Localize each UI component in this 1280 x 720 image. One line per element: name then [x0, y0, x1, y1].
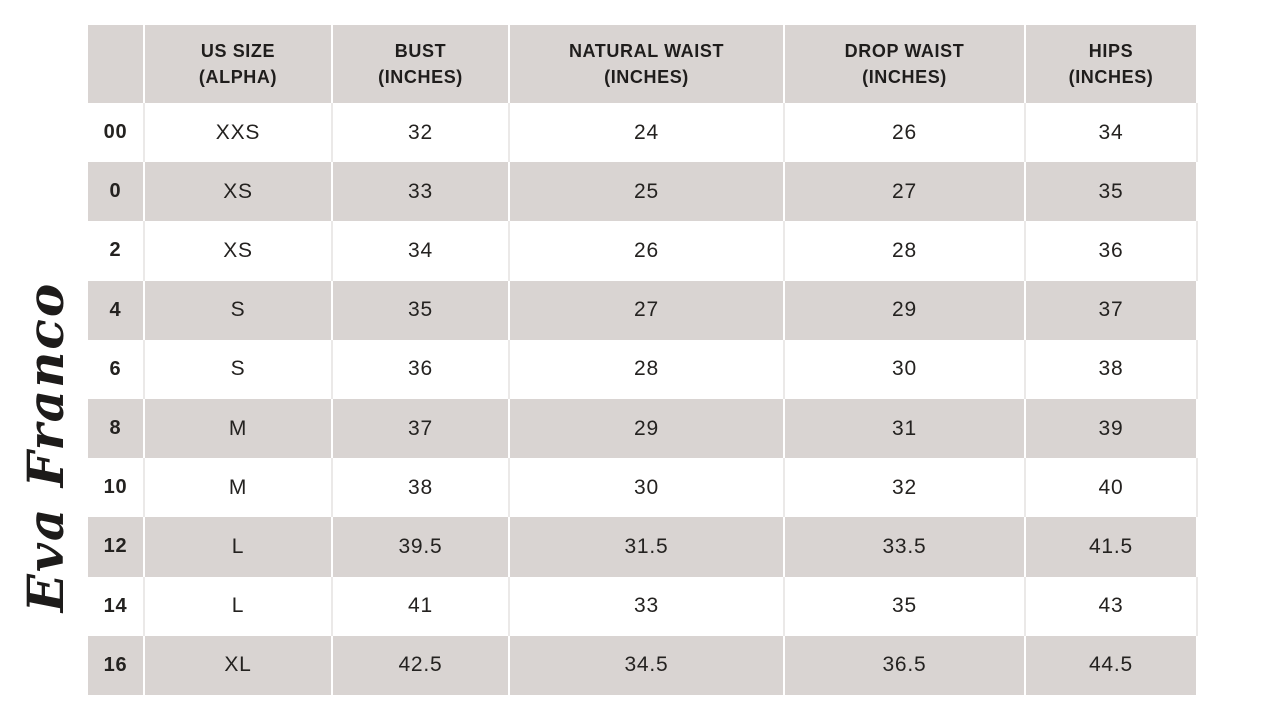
table-body: 00 XXS 32 24 26 34 0 XS 33 25 27 35 2 XS 34 26 28 36 4 S 35 2… [88, 103, 1198, 695]
table-row: 4 S 35 27 29 37 [88, 280, 1198, 340]
us-size-cell: 10 [88, 458, 145, 518]
table-row: 6 S 36 28 30 38 [88, 339, 1198, 399]
measurement-cell: 38 [1026, 339, 1198, 399]
measurement-cell: L [145, 517, 333, 577]
measurement-cell: XXS [145, 103, 333, 163]
measurement-cell: 26 [785, 103, 1026, 163]
column-header: DROP WAIST (INCHES) [785, 25, 1026, 103]
measurement-cell: 39 [1026, 398, 1198, 459]
us-size-cell: 12 [88, 517, 145, 577]
header-row: US SIZE (ALPHA) BUST (INCHES) NATURAL WAIST (… [88, 25, 1198, 103]
measurement-cell: 41 [333, 576, 510, 636]
measurement-cell: 35 [785, 576, 1026, 636]
brand-logo: Eva Franco [15, 281, 75, 613]
column-header-line2: (INCHES) [604, 67, 689, 87]
measurement-cell: M [145, 458, 333, 518]
table-row: 10 M 38 30 32 40 [88, 458, 1198, 518]
column-header-line1: NATURAL WAIST [568, 40, 725, 61]
column-header-line2: (INCHES) [378, 67, 463, 87]
measurement-cell: 34 [333, 221, 510, 281]
column-header-line2: (INCHES) [1068, 67, 1154, 87]
measurement-cell: 24 [510, 103, 785, 163]
table-row: 14 L 41 33 35 43 [88, 576, 1198, 636]
measurement-cell: XS [145, 162, 333, 222]
column-header-line1: DROP WAIST [844, 40, 965, 61]
us-size-cell: 00 [88, 103, 145, 163]
measurement-cell: 41.5 [1026, 517, 1198, 577]
column-header: US SIZE (ALPHA) [145, 25, 333, 103]
column-header-line2: (INCHES) [862, 67, 947, 87]
measurement-cell: 28 [510, 339, 785, 399]
measurement-cell: S [145, 339, 333, 399]
column-header-line1: HIPS [1088, 40, 1134, 61]
us-size-cell: 0 [88, 162, 145, 222]
measurement-cell: 37 [1026, 280, 1198, 340]
measurement-cell: 33 [333, 162, 510, 222]
measurement-cell: 36.5 [785, 635, 1026, 695]
us-size-cell: 8 [88, 398, 145, 459]
measurement-cell: 27 [785, 162, 1026, 222]
size-chart-table: US SIZE (ALPHA) BUST (INCHES) NATURAL WAIST (… [88, 25, 1198, 695]
column-header [88, 25, 145, 103]
us-size-cell: 16 [88, 635, 145, 695]
measurement-cell: 34 [1026, 103, 1198, 163]
column-header-line2: (ALPHA) [198, 67, 278, 87]
us-size-cell: 2 [88, 221, 145, 281]
measurement-cell: 30 [510, 458, 785, 518]
table-row: 16 XL 42.5 34.5 36.5 44.5 [88, 635, 1198, 695]
measurement-cell: 32 [785, 458, 1026, 518]
measurement-cell: 36 [333, 339, 510, 399]
us-size-cell: 4 [88, 280, 145, 340]
measurement-cell: 42.5 [333, 635, 510, 695]
measurement-cell: XS [145, 221, 333, 281]
measurement-cell: M [145, 398, 333, 459]
measurement-cell: 28 [785, 221, 1026, 281]
measurement-cell: 31.5 [510, 517, 785, 577]
table-row: 8 M 37 29 31 39 [88, 398, 1198, 459]
measurement-cell: 39.5 [333, 517, 510, 577]
measurement-cell: 33 [510, 576, 785, 636]
measurement-cell: 43 [1026, 576, 1198, 636]
measurement-cell: 38 [333, 458, 510, 518]
measurement-cell: 33.5 [785, 517, 1026, 577]
table-row: 12 L 39.5 31.5 33.5 41.5 [88, 517, 1198, 577]
table-row: 0 XS 33 25 27 35 [88, 162, 1198, 222]
measurement-cell: 35 [1026, 162, 1198, 222]
column-header: NATURAL WAIST (INCHES) [510, 25, 785, 103]
measurement-cell: 26 [510, 221, 785, 281]
measurement-cell: L [145, 576, 333, 636]
column-header-line1: US SIZE [200, 40, 276, 61]
measurement-cell: 44.5 [1026, 635, 1198, 695]
measurement-cell: 40 [1026, 458, 1198, 518]
measurement-cell: XL [145, 635, 333, 695]
measurement-cell: 30 [785, 339, 1026, 399]
measurement-cell: 35 [333, 280, 510, 340]
measurement-cell: 29 [785, 280, 1026, 340]
measurement-cell: 31 [785, 398, 1026, 459]
column-header: HIPS (INCHES) [1026, 25, 1198, 103]
column-header: BUST (INCHES) [333, 25, 510, 103]
measurement-cell: 27 [510, 280, 785, 340]
us-size-cell: 14 [88, 576, 145, 636]
measurement-cell: 36 [1026, 221, 1198, 281]
measurement-cell: 32 [333, 103, 510, 163]
table-row: 00 XXS 32 24 26 34 [88, 103, 1198, 163]
measurement-cell: S [145, 280, 333, 340]
measurement-cell: 37 [333, 398, 510, 459]
column-header-line1: BUST [394, 40, 447, 61]
us-size-cell: 6 [88, 339, 145, 399]
measurement-cell: 34.5 [510, 635, 785, 695]
measurement-cell: 25 [510, 162, 785, 222]
table-row: 2 XS 34 26 28 36 [88, 221, 1198, 281]
measurement-cell: 29 [510, 398, 785, 459]
